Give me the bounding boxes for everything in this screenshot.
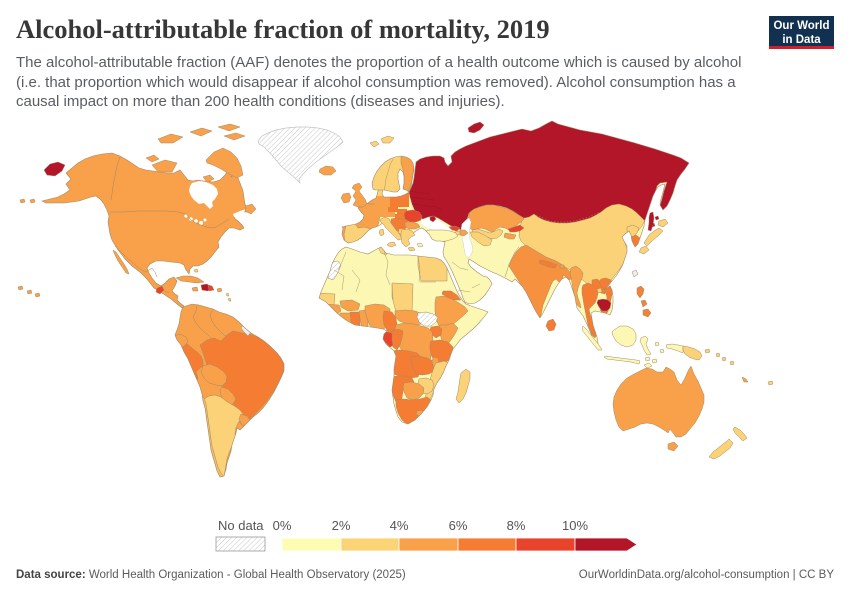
svg-text:6%: 6%	[449, 518, 468, 533]
svg-text:8%: 8%	[507, 518, 526, 533]
svg-text:10%: 10%	[562, 518, 588, 533]
svg-text:No data: No data	[218, 518, 264, 533]
svg-text:0%: 0%	[273, 518, 292, 533]
svg-text:4%: 4%	[390, 518, 409, 533]
svg-text:2%: 2%	[332, 518, 351, 533]
